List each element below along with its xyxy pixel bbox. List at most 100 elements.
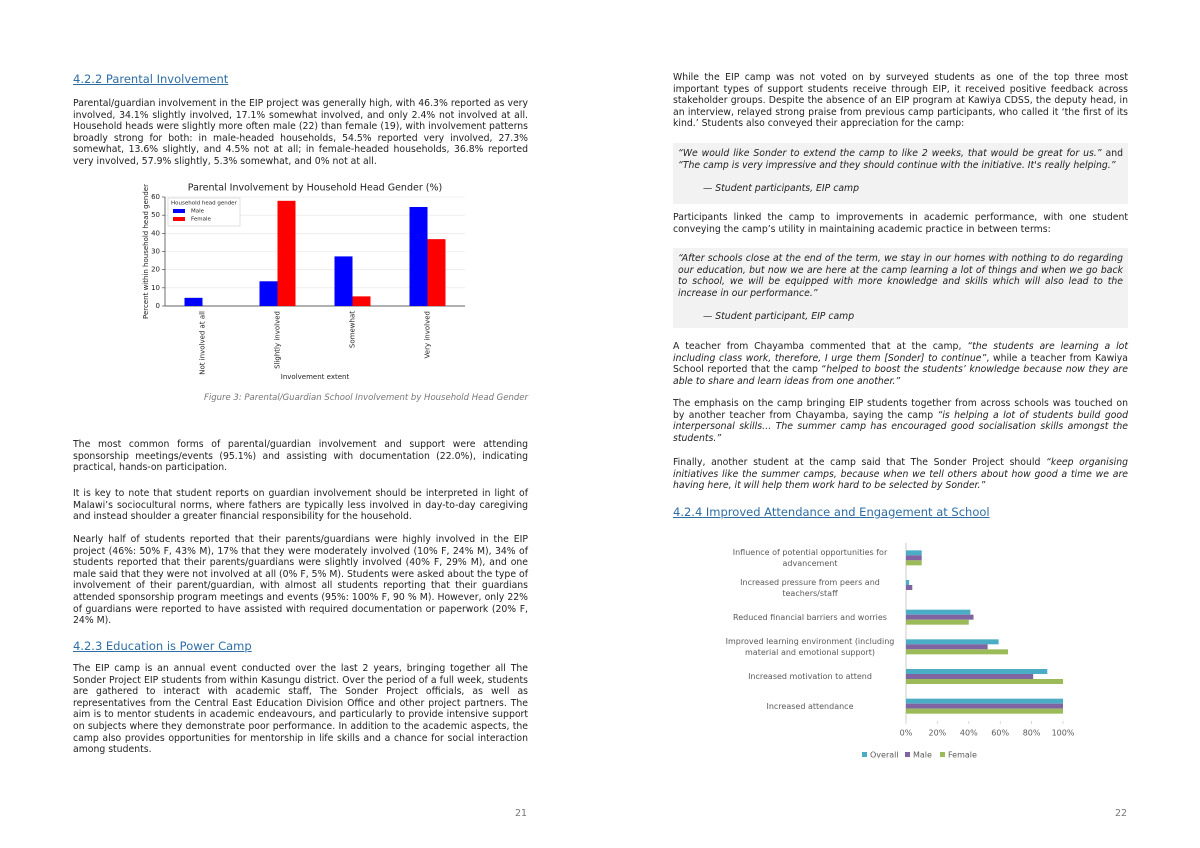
bar <box>906 703 1063 709</box>
x-tick-label: 20% <box>929 729 947 738</box>
bar <box>906 614 974 620</box>
y-tick-label: Influence of potential opportunities for… <box>732 547 888 568</box>
bar <box>906 669 1048 674</box>
bar <box>906 619 969 625</box>
legend-swatch <box>173 217 185 221</box>
category-label-box: Increased pressure from peers and teache… <box>740 577 880 598</box>
attribution: — Student participant, EIP camp <box>703 311 855 323</box>
paragraph: A teacher from Chayamba commented that a… <box>673 341 1128 387</box>
legend-label: Male <box>913 751 932 760</box>
bar <box>906 560 922 566</box>
legend-label: Female <box>948 751 977 760</box>
category-label-box: Increased motivation to attend <box>748 672 872 681</box>
bar <box>906 639 999 645</box>
bar <box>906 555 922 561</box>
category-label-box: Influence of potential opportunities for… <box>732 547 888 568</box>
bar <box>906 609 971 615</box>
x-tick-label: 100% <box>1052 729 1075 738</box>
category-label-box: Improved learning environment (including… <box>725 636 895 657</box>
page-number: 22 <box>1115 808 1128 819</box>
bar <box>906 644 988 650</box>
x-tick-label: 80% <box>1023 729 1041 738</box>
legend-swatch <box>905 752 910 757</box>
y-tick-label: Increased motivation to attend <box>748 672 872 681</box>
category-label-box: Reduced financial barriers and worries <box>733 612 887 622</box>
bar <box>906 580 910 585</box>
legend-swatch <box>940 752 945 757</box>
text: The emphasis on the camp bringing EIP st… <box>673 398 1128 421</box>
figure-caption: Figure 3: Parental/Guardian School Invol… <box>203 393 528 403</box>
chart: 0% 20% 40% 60% 80% 100% Influence of potential… <box>725 543 1075 760</box>
attribution: — Student participants, EIP camp <box>703 183 859 195</box>
legend-swatch <box>173 209 185 213</box>
text: , while a teacher from Kawiya School rep… <box>673 352 1129 376</box>
chart: Parental Involvement by Household Head G… <box>142 183 465 381</box>
y-tick-label: 20 <box>151 266 160 274</box>
bar <box>906 698 1063 704</box>
quote-box: “After schools close at the end of the t… <box>673 248 1128 328</box>
paragraph: The emphasis on the camp bringing EIP st… <box>673 398 1128 444</box>
text: A teacher from Chayamba commented that a… <box>673 341 962 352</box>
x-tick-label: 40% <box>960 729 978 738</box>
x-tick-label: Very involved <box>424 311 432 358</box>
x-axis-label: Involvement extent <box>281 373 350 381</box>
y-tick-label: Reduced financial barriers and worries <box>733 612 887 622</box>
x-tick-label: Slightly involved <box>274 311 282 369</box>
bar <box>427 239 446 306</box>
bar <box>906 585 913 590</box>
y-tick-label: 0 <box>156 302 160 310</box>
quote-text: “The camp is very impressive and they sh… <box>678 159 1116 171</box>
paragraph: The most common forms of parental/guardi… <box>73 439 528 474</box>
quote-text: “the students are learning a lot includi… <box>673 341 1128 364</box>
quote-text: “is helping a lot of students build good… <box>673 409 1128 444</box>
y-tick-label: 60 <box>151 193 160 201</box>
paragraph: It is key to note that student reports o… <box>73 488 528 523</box>
bar <box>409 206 428 306</box>
legend-swatch <box>862 752 867 757</box>
quote-text: “We would like Sonder to extend the camp… <box>678 148 1102 159</box>
bar <box>906 679 1063 684</box>
paragraph: Finally, another student at the camp sai… <box>673 457 1128 492</box>
y-tick-label: 30 <box>151 248 160 256</box>
quote-text: “keep organising initiatives like the su… <box>673 457 1128 492</box>
x-tick-label: Somewhat <box>349 311 357 348</box>
bar <box>184 297 203 306</box>
quote-box: “We would like Sonder to extend the camp… <box>673 143 1128 204</box>
x-tick-label: 60% <box>991 729 1009 738</box>
y-tick-label: Increased pressure from peers and teache… <box>740 577 880 598</box>
x-tick-label: 0% <box>900 729 913 738</box>
y-tick-label: 40 <box>151 229 160 237</box>
quote: “After schools close at the end of the t… <box>678 253 1123 299</box>
text: Finally, another student at the camp sai… <box>673 457 1041 468</box>
chart-title: Parental Involvement by Household Head G… <box>188 183 442 194</box>
y-tick-label: Increased attendance <box>766 701 854 711</box>
paragraph: Participants linked the camp to improvem… <box>673 212 1128 235</box>
x-tick-label: Not involved at all <box>199 311 207 375</box>
paragraph: Nearly half of students reported that th… <box>73 534 528 627</box>
legend-label: Male <box>191 209 205 215</box>
y-tick-label: 10 <box>151 284 160 292</box>
paragraph: While the EIP camp was not voted on by s… <box>673 72 1128 130</box>
section-heading: 4.2.4 Improved Attendance and Engagement… <box>673 505 990 519</box>
y-axis-label: Percent within household head gender <box>142 184 150 319</box>
bar <box>906 649 1009 655</box>
section-heading: 4.2.3 Education is Power Camp <box>73 639 252 653</box>
bar <box>334 256 353 306</box>
bar <box>906 708 1063 714</box>
y-tick-label: Improved learning environment (including… <box>725 636 895 657</box>
bar <box>906 550 922 556</box>
quote-text: helped to boost the students’ knowledge … <box>673 364 1128 387</box>
quote: “We would like Sonder to extend the camp… <box>673 148 1128 171</box>
bar <box>352 296 371 306</box>
connector: and <box>1105 148 1124 159</box>
paragraph: The EIP camp is an annual event conducte… <box>73 663 528 756</box>
bar <box>259 281 278 306</box>
section-heading: 4.2.2 Parental Involvement <box>73 72 229 86</box>
category-label-box: Increased attendance <box>766 701 854 711</box>
y-tick-label: 50 <box>151 211 160 219</box>
legend-label: Female <box>191 217 212 223</box>
bar <box>906 674 1034 679</box>
bar <box>277 200 296 306</box>
page-number: 21 <box>515 808 528 819</box>
